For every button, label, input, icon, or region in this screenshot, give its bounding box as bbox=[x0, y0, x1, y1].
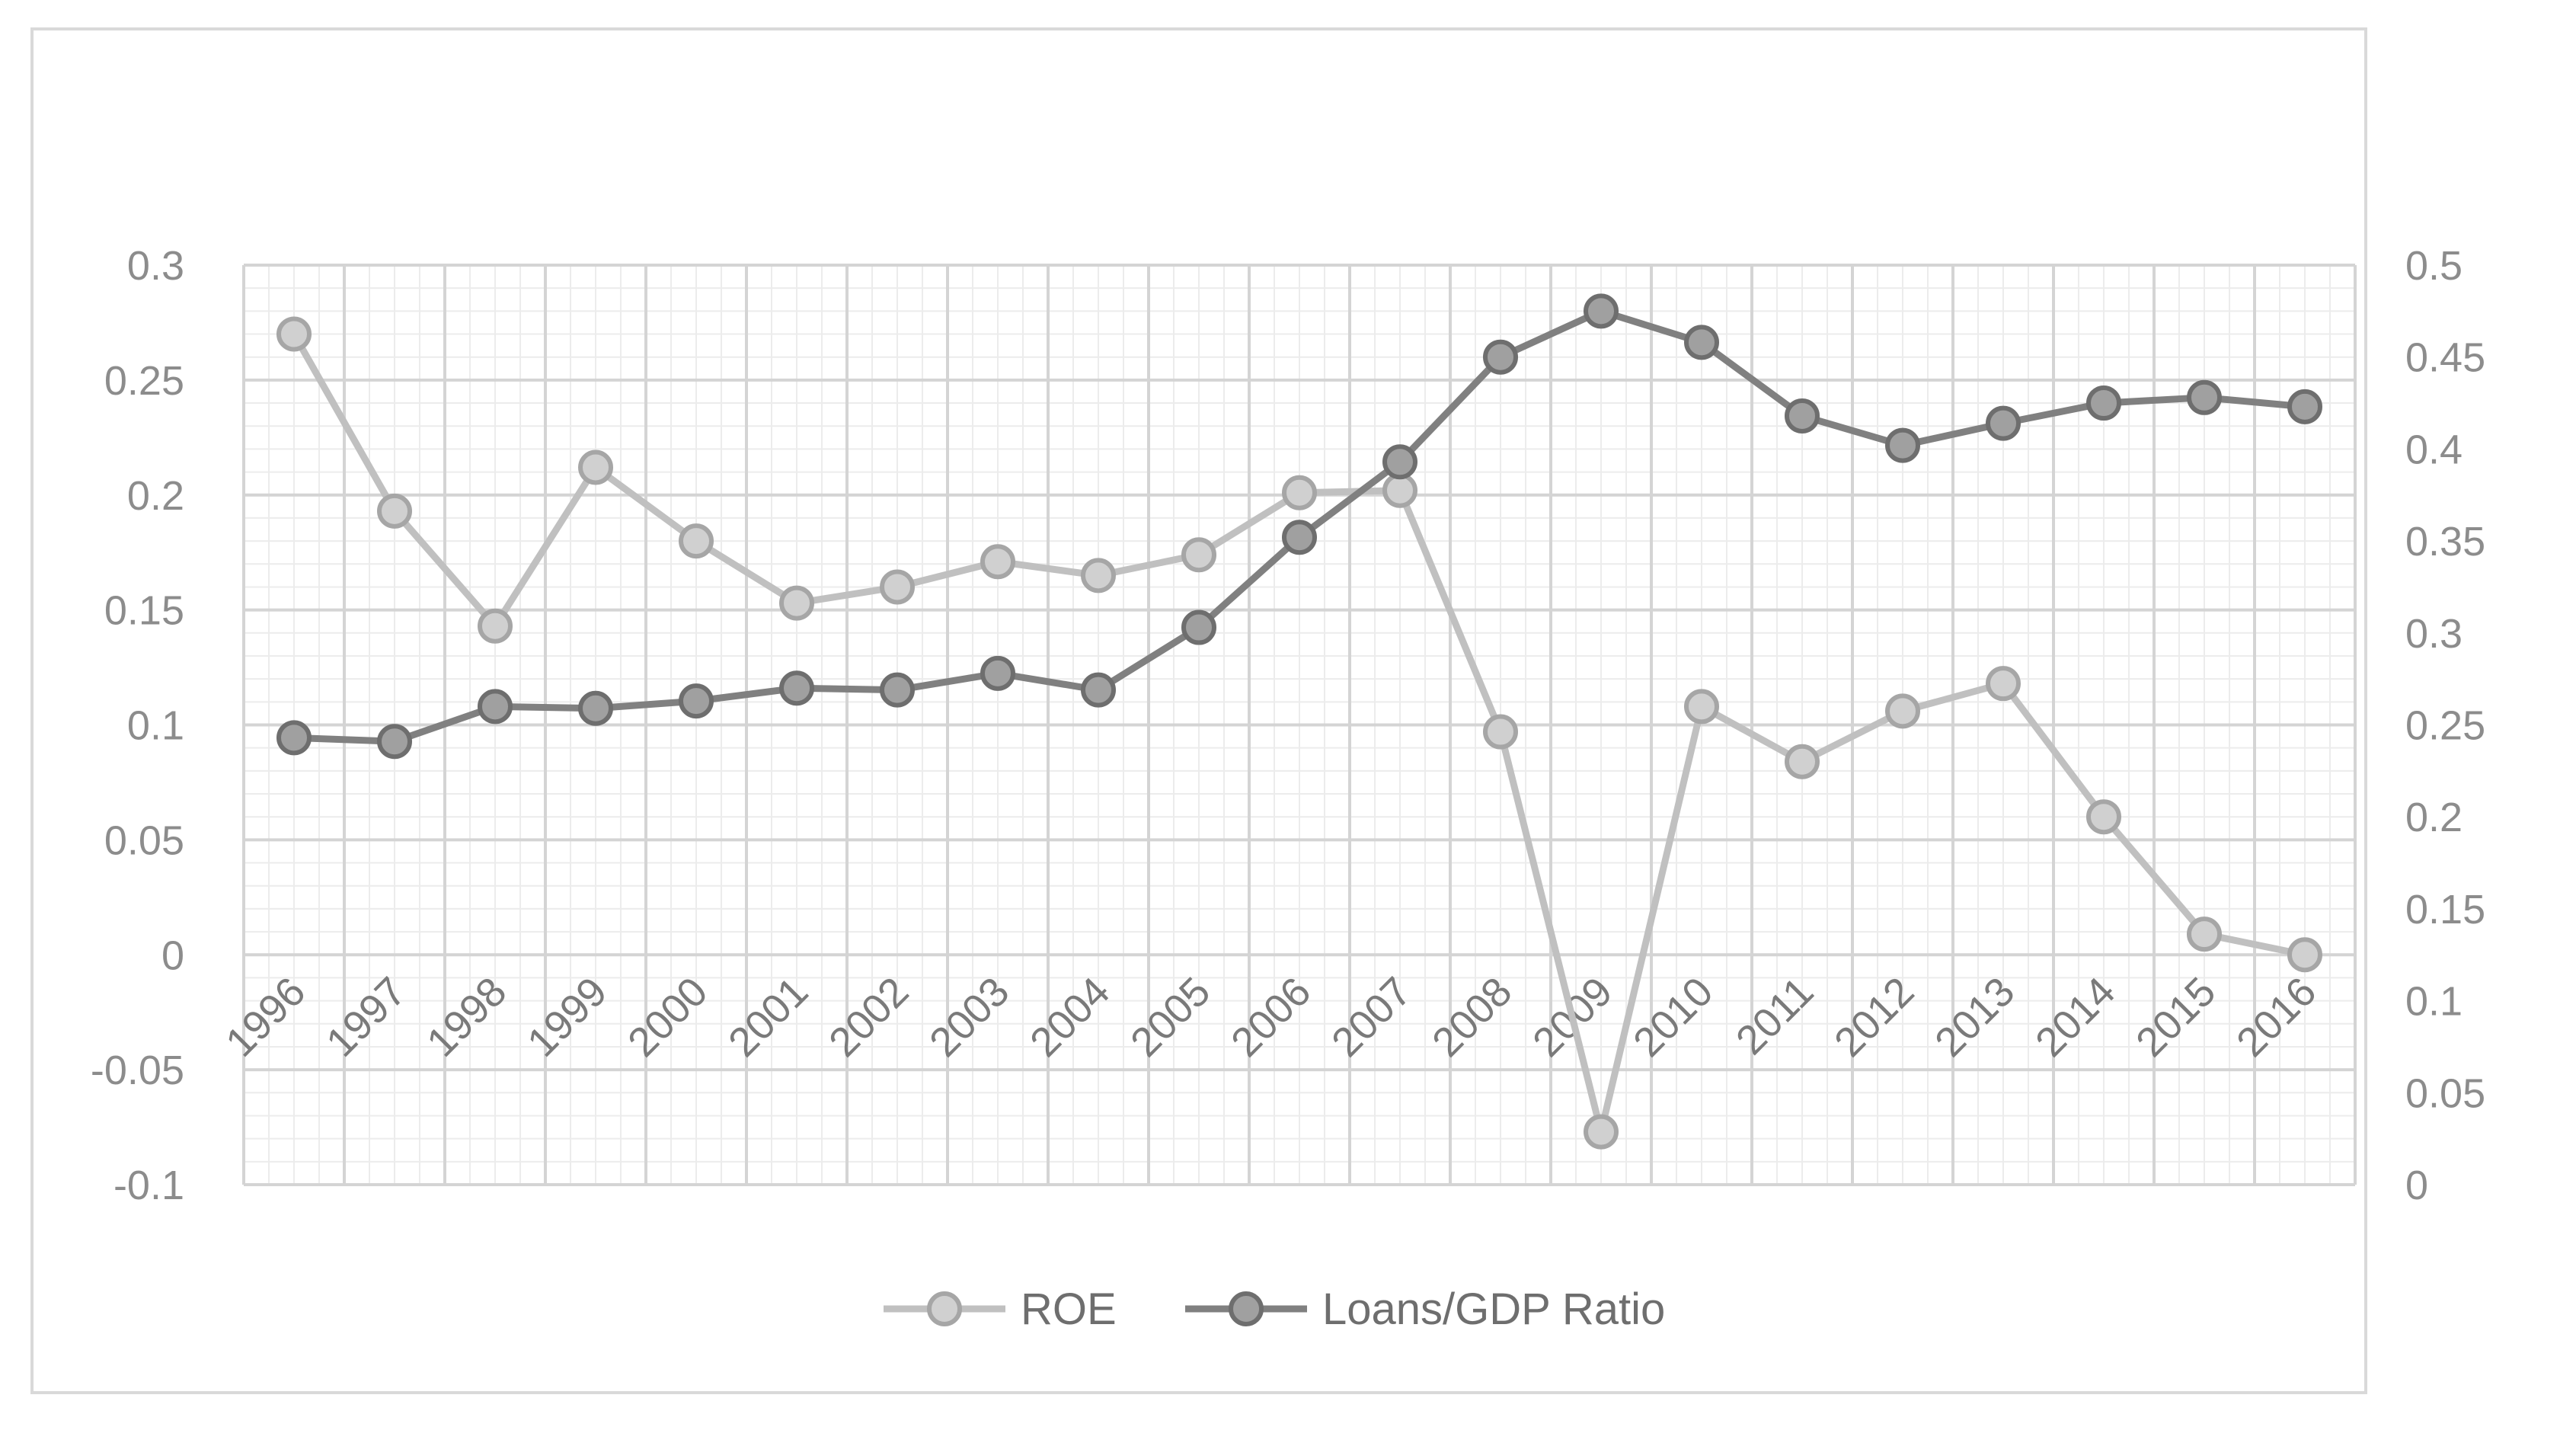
x-tick-label: 2015 bbox=[2127, 968, 2224, 1065]
x-tick-label: 2006 bbox=[1222, 968, 1319, 1065]
roe-point bbox=[1885, 693, 1920, 729]
right-tick-label: 0.35 bbox=[2405, 519, 2485, 565]
loans-gdp-point bbox=[2287, 389, 2322, 424]
right-tick-label: 0.1 bbox=[2405, 979, 2463, 1025]
loans-gdp-point bbox=[1181, 609, 1216, 645]
loans-gdp-point bbox=[1282, 520, 1317, 555]
loans-gdp-point bbox=[578, 690, 613, 726]
x-tick-label: 1998 bbox=[418, 968, 515, 1065]
x-tick-label: 2016 bbox=[2228, 968, 2325, 1065]
x-tick-label: 2014 bbox=[2027, 968, 2124, 1065]
loans-gdp-point bbox=[478, 689, 513, 725]
roe-point bbox=[1282, 475, 1317, 510]
roe-point bbox=[1483, 714, 1518, 750]
loans-gdp-point bbox=[1081, 672, 1116, 708]
roe-point bbox=[1181, 537, 1216, 573]
roe-point bbox=[478, 608, 513, 644]
legend: ROE Loans/GDP Ratio bbox=[884, 1284, 1665, 1334]
legend-loans-label: Loans/GDP Ratio bbox=[1322, 1284, 1665, 1334]
left-tick-label: 0.3 bbox=[127, 243, 184, 289]
right-tick-label: 0.5 bbox=[2405, 243, 2463, 289]
x-tick-label: 2004 bbox=[1021, 968, 1118, 1065]
roe-point bbox=[880, 569, 915, 605]
roe-point bbox=[578, 449, 613, 485]
roe-point bbox=[276, 316, 312, 352]
legend-loans-marker bbox=[1229, 1291, 1264, 1326]
loans-gdp-point bbox=[2187, 379, 2222, 415]
right-tick-label: 0.05 bbox=[2405, 1070, 2485, 1116]
right-tick-label: 0.25 bbox=[2405, 703, 2485, 749]
left-tick-label: -0.05 bbox=[91, 1048, 184, 1093]
left-tick-label: 0.25 bbox=[104, 358, 184, 404]
x-tick-label: 2008 bbox=[1424, 968, 1520, 1065]
x-tick-label: 1997 bbox=[318, 968, 414, 1065]
loans-gdp-point bbox=[377, 724, 412, 760]
loans-gdp-point bbox=[779, 670, 814, 706]
legend-roe-label: ROE bbox=[1021, 1284, 1117, 1334]
loans-gdp-point bbox=[1584, 293, 1619, 329]
x-tick-label: 1996 bbox=[217, 968, 314, 1065]
loans-gdp-point bbox=[679, 683, 714, 719]
roe-point bbox=[779, 585, 814, 621]
right-tick-label: 0.2 bbox=[2405, 795, 2463, 840]
roe-point bbox=[980, 544, 1015, 580]
loans-gdp-point bbox=[1986, 405, 2021, 441]
x-tick-label: 2003 bbox=[921, 968, 1018, 1065]
roe-point bbox=[1584, 1114, 1619, 1150]
left-tick-label: 0.2 bbox=[127, 473, 184, 519]
x-tick-label: 2000 bbox=[619, 968, 716, 1065]
x-tick-label: 2002 bbox=[820, 968, 917, 1065]
roe-point bbox=[1684, 689, 1719, 725]
gridlines bbox=[242, 264, 2357, 1186]
right-tick-label: 0.15 bbox=[2405, 887, 2485, 933]
series bbox=[276, 293, 2322, 1150]
left-tick-label: -0.1 bbox=[113, 1163, 184, 1208]
x-tick-label: 2005 bbox=[1122, 968, 1219, 1065]
roe-point bbox=[679, 523, 714, 559]
roe-point bbox=[1382, 472, 1417, 508]
roe-point bbox=[1986, 666, 2021, 702]
x-tick-label: 2012 bbox=[1826, 968, 1922, 1065]
roe-point bbox=[2287, 937, 2322, 973]
right-axis: 0.5 0.45 0.4 0.35 0.3 0.25 0.2 0.15 0.1 0.05 0 bbox=[2405, 243, 2485, 1208]
left-tick-label: 0 bbox=[161, 933, 184, 978]
loans-gdp-point bbox=[1885, 427, 1920, 463]
right-tick-label: 0.45 bbox=[2405, 335, 2485, 381]
right-tick-label: 0.4 bbox=[2405, 427, 2463, 472]
left-tick-label: 0.15 bbox=[104, 588, 184, 634]
loans-gdp-point bbox=[1785, 398, 1820, 433]
legend-roe-marker bbox=[927, 1291, 962, 1326]
x-tick-label: 2007 bbox=[1323, 968, 1420, 1065]
x-tick-label: 2011 bbox=[1727, 968, 1823, 1064]
loans-gdp-point bbox=[880, 672, 915, 708]
loans-gdp-point bbox=[276, 720, 312, 756]
x-tick-label: 2001 bbox=[720, 968, 817, 1065]
loans-gdp-point bbox=[2086, 385, 2121, 421]
loans-gdp-point bbox=[980, 655, 1015, 691]
x-axis: 1996 1997 1998 1999 2000 2001 2002 2003 2004 2005… bbox=[217, 968, 2325, 1065]
roe-point bbox=[1081, 558, 1116, 593]
left-tick-label: 0.1 bbox=[127, 703, 184, 749]
loans-gdp-point bbox=[1684, 325, 1719, 360]
roe-point bbox=[2086, 799, 2121, 835]
x-tick-label: 1999 bbox=[519, 968, 615, 1065]
roe-point bbox=[377, 493, 412, 529]
x-tick-label: 2013 bbox=[1926, 968, 2023, 1065]
right-tick-label: 0.3 bbox=[2405, 611, 2463, 657]
roe-point bbox=[2187, 917, 2222, 952]
loans-gdp-point bbox=[1382, 444, 1417, 480]
roe-point bbox=[1785, 744, 1820, 779]
left-tick-label: 0.05 bbox=[104, 817, 184, 863]
loans-gdp-point bbox=[1483, 339, 1518, 375]
right-tick-label: 0 bbox=[2405, 1163, 2428, 1208]
left-axis: 0.3 0.25 0.2 0.15 0.1 0.05 0 -0.05 -0.1 bbox=[91, 243, 184, 1208]
